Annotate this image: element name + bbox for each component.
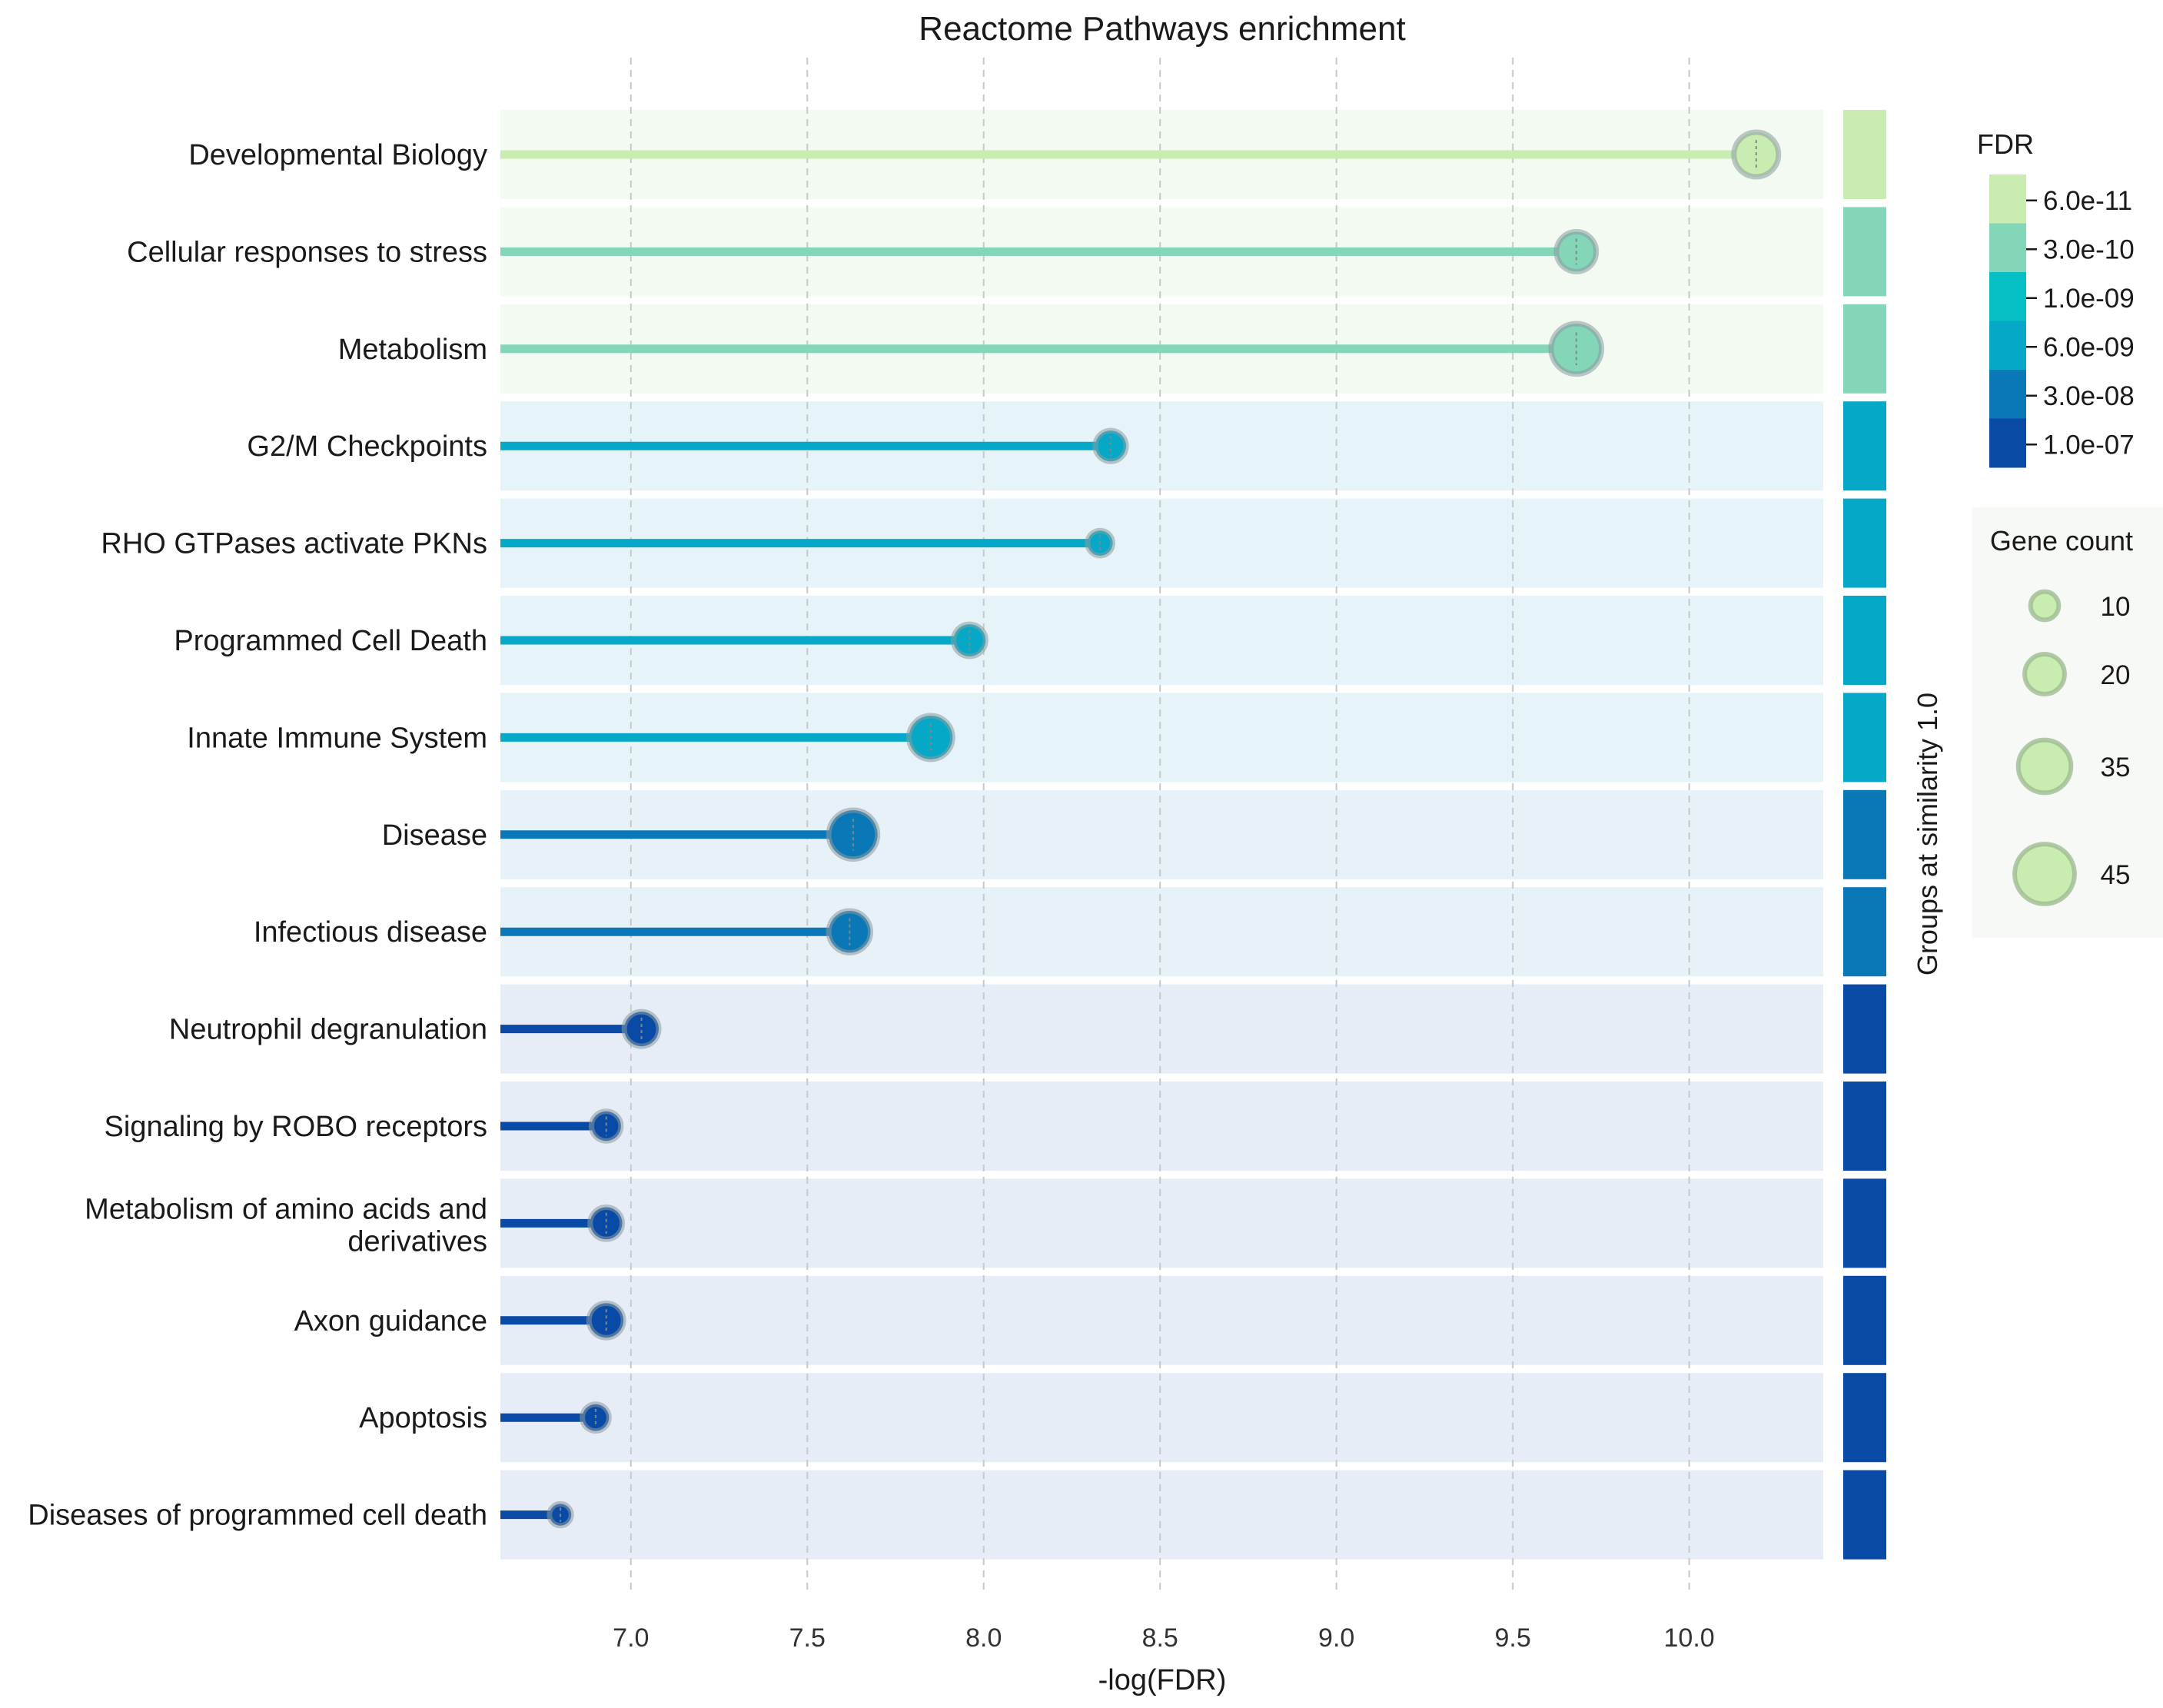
lollipop-point [950, 621, 988, 660]
y-axis-labels: Developmental Biology Cellular responses … [28, 139, 487, 1532]
size-legend-label: 45 [2101, 860, 2131, 890]
similarity-group-cell [1843, 498, 1886, 588]
similarity-group-cell [1843, 1470, 1886, 1560]
size-legend-circle [2012, 842, 2077, 906]
fdr-legend-label: 6.0e-11 [2043, 186, 2132, 216]
row-band [500, 1178, 1823, 1268]
y-category-label: Innate Immune System [187, 722, 487, 754]
size-legend-title: Gene count [1990, 525, 2133, 557]
y-category-label: Developmental Biology [188, 139, 487, 171]
x-gridlines [630, 58, 1690, 1593]
y-category-label: G2/M Checkpoints [247, 430, 487, 463]
similarity-group-cell [1843, 984, 1886, 1074]
x-axis-label: -log(FDR) [1098, 1664, 1227, 1696]
y-category-label: Disease [382, 819, 487, 852]
similarity-group-cell [1843, 110, 1886, 199]
size-legend-label: 35 [2101, 753, 2131, 783]
x-tick-label: 7.0 [613, 1623, 649, 1653]
y-category-label-line: derivatives [347, 1225, 487, 1258]
y-category-label: Cellular responses to stress [127, 236, 487, 268]
fdr-legend-label: 1.0e-09 [2043, 284, 2135, 314]
fdr-legend-swatch [1989, 370, 2026, 419]
fdr-legend-title: FDR [1977, 128, 2034, 160]
row-band [500, 1470, 1823, 1560]
size-legend-label: 10 [2101, 592, 2131, 622]
lollipop-point [621, 1009, 662, 1049]
similarity-group-strip [1843, 110, 1886, 1560]
similarity-group-cell [1843, 1082, 1886, 1171]
fdr-legend-swatch [1989, 174, 2026, 224]
fdr-color-legend: FDR 6.0e-11 3.0e-10 1.0e-09 6.0e-09 3.0e-08 1… [1977, 128, 2135, 468]
lollipop-point [587, 1204, 626, 1242]
size-legend-circle [2015, 737, 2074, 796]
row-band [500, 984, 1823, 1074]
similarity-group-cell [1843, 1275, 1886, 1365]
chart-title: Reactome Pathways enrichment [919, 10, 1405, 48]
y-category-label: Programmed Cell Death [174, 625, 487, 657]
row-band [500, 1275, 1823, 1365]
fdr-legend-label: 3.0e-08 [2043, 381, 2135, 411]
fdr-legend-label: 1.0e-07 [2043, 430, 2135, 460]
similarity-group-cell [1843, 401, 1886, 491]
x-tick-label: 10.0 [1664, 1623, 1715, 1653]
x-axis-ticks: 7.0 7.5 8.0 8.5 9.0 9.5 10.0 [613, 1623, 1715, 1653]
similarity-group-cell [1843, 207, 1886, 297]
lollipop-point [1092, 427, 1129, 464]
x-tick-label: 8.0 [965, 1623, 1002, 1653]
y-category-label: Neutrophil degranulation [169, 1014, 487, 1046]
y-category-label: RHO GTPases activate PKNs [101, 528, 487, 560]
y-category-label-line: Metabolism of amino acids and [85, 1193, 487, 1225]
fdr-legend-swatch [1989, 321, 2026, 371]
size-legend-label: 20 [2101, 660, 2131, 690]
similarity-group-cell [1843, 304, 1886, 394]
y-category-label: Metabolism of amino acids and derivatives [85, 1193, 487, 1258]
lollipop-point [586, 1300, 626, 1341]
y-category-label: Apoptosis [359, 1402, 487, 1434]
fdr-legend-swatch [1989, 223, 2026, 273]
similarity-group-cell [1843, 596, 1886, 685]
fdr-legend-label: 3.0e-10 [2043, 234, 2135, 264]
lollipop-point [588, 1108, 624, 1144]
y-category-label: Axon guidance [294, 1305, 487, 1337]
x-tick-label: 9.5 [1495, 1623, 1531, 1653]
fdr-legend-label: 6.0e-09 [2043, 332, 2135, 362]
lollipop-point [826, 807, 881, 862]
similarity-axis-label: Groups at similarity 1.0 [1912, 693, 1943, 975]
similarity-group-cell [1843, 887, 1886, 977]
y-category-label: Infectious disease [254, 916, 487, 949]
row-band [500, 1373, 1823, 1463]
similarity-group-cell [1843, 693, 1886, 783]
similarity-group-cell [1843, 1373, 1886, 1463]
size-legend-circle [2022, 652, 2067, 696]
similarity-group-cell [1843, 789, 1886, 879]
gene-count-legend: Gene count 10 20 35 45 [1972, 507, 2163, 938]
x-tick-label: 8.5 [1142, 1623, 1178, 1653]
row-band [500, 1082, 1823, 1171]
similarity-group-cell [1843, 1178, 1886, 1268]
y-category-label: Diseases of programmed cell death [28, 1500, 487, 1532]
lollipop-series [500, 129, 1782, 1529]
fdr-legend-swatch [1989, 272, 2026, 321]
y-category-label: Metabolism [338, 334, 487, 366]
lollipop-point [1548, 321, 1605, 377]
x-tick-label: 9.0 [1318, 1623, 1354, 1653]
y-category-label: Signaling by ROBO receptors [105, 1111, 487, 1143]
fdr-legend-swatch [1989, 418, 2026, 468]
x-tick-label: 7.5 [789, 1623, 826, 1653]
size-legend-circle [2028, 589, 2062, 623]
